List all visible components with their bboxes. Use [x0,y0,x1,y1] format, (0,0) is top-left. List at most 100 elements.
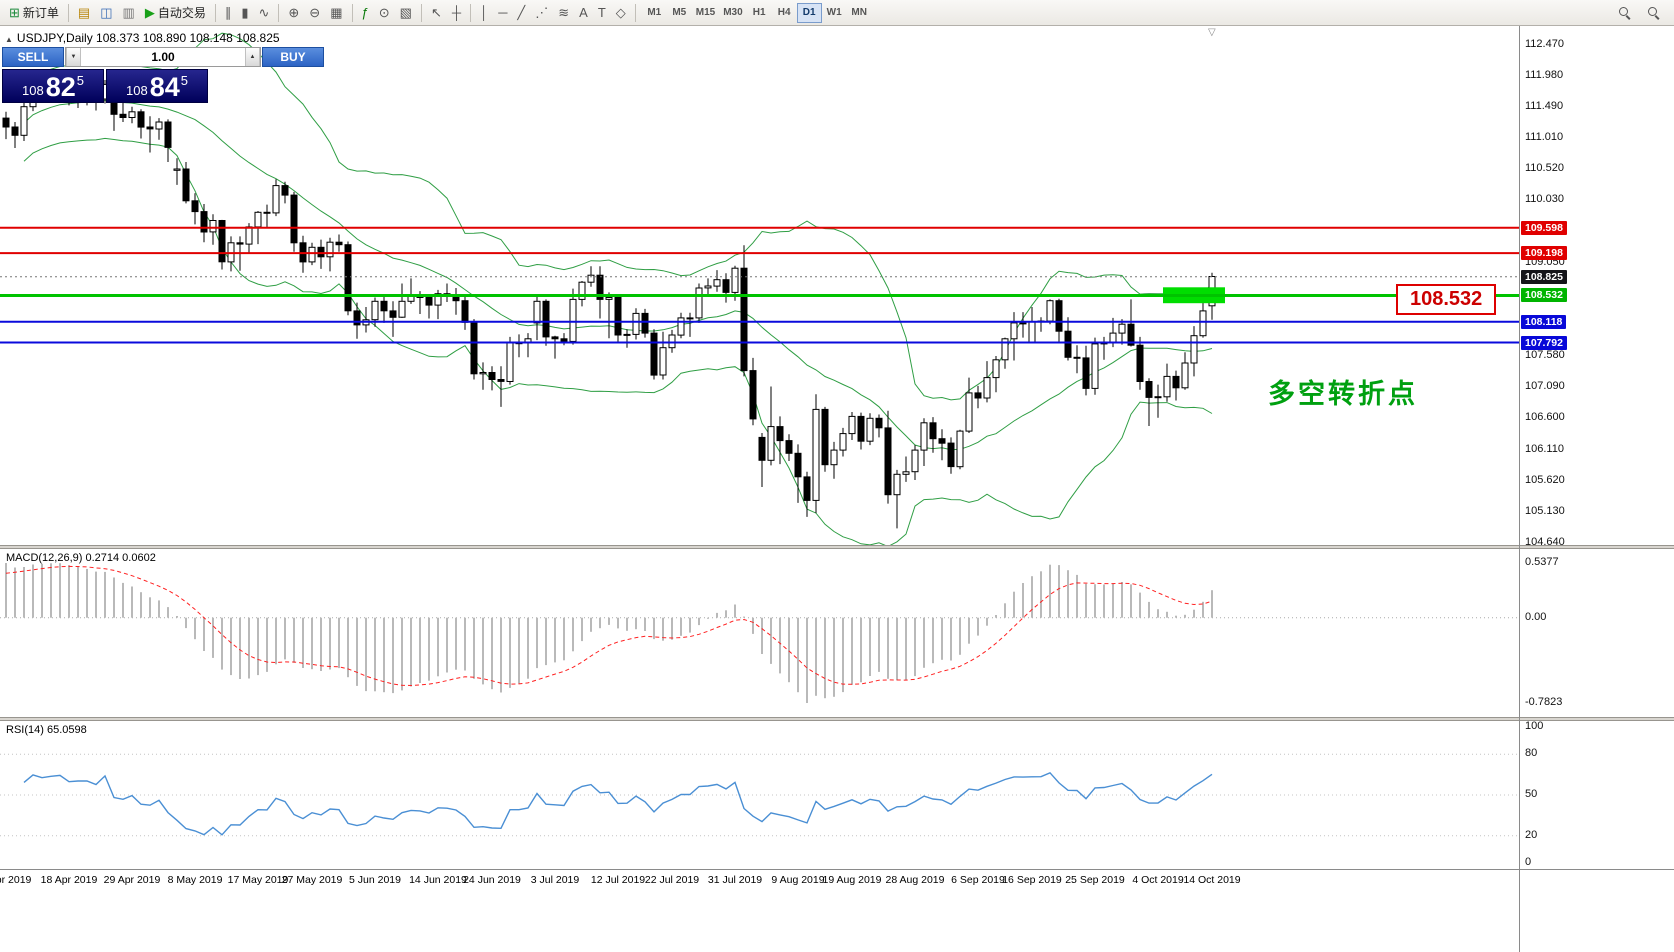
magnifier-button[interactable] [1641,2,1666,24]
timeframe-mn-button[interactable]: MN [847,3,872,23]
rsi-scale-tick: 0 [1525,856,1532,868]
candlestick-chart-button[interactable]: ▮ [236,2,253,24]
macd-label: MACD(12,26,9) 0.2714 0.0602 [6,552,156,564]
price-tick: 111.980 [1525,69,1564,81]
buy-button[interactable]: BUY [262,47,324,67]
price-level-tag: 108.825 [1521,270,1567,284]
shapes-button[interactable]: ◇ [611,2,631,24]
fibonacci-button[interactable]: ≋ [553,2,574,24]
time-label: 6 Sep 2019 [951,874,1005,886]
indicators-button[interactable]: ƒ [357,2,374,24]
buy-price-display[interactable]: 108 84 5 [106,69,208,103]
toolbar: ⊞ 新订单 ▤ ◫ ▥ ▶ 自动交易 ∥ ▮ ∿ ⊕ ⊖ ▦ ƒ ⊙ ▧ ↖ ┼ │ ─ ╱ ⋰ ≋ A T ◇ M1 M5 M15 M… [0,0,1674,26]
horizontal-line-icon: ─ [498,5,508,20]
time-label: 14 Jun 2019 [409,874,467,886]
line-chart-button[interactable]: ∿ [253,2,274,24]
navigator-button[interactable]: ▥ [118,2,140,24]
toolbar-separator [278,3,280,22]
cursor-button[interactable]: ↖ [426,2,447,24]
chart-title: ▲ USDJPY,Daily 108.373 108.890 108.148 10… [5,31,280,45]
volume-increase-button[interactable]: ▲ [245,48,260,66]
time-label: 31 Jul 2019 [707,874,763,886]
timeframe-w1-button[interactable]: W1 [822,3,847,23]
timeframe-m1-button[interactable]: M1 [642,3,667,23]
time-label: 8 May 2019 [167,874,223,886]
sell-price-sup: 5 [76,73,84,88]
shapes-icon: ◇ [615,5,626,20]
chart-shift-marker[interactable]: ▽ [1208,27,1216,38]
price-annotation-label[interactable]: 108.532 [1396,284,1497,315]
crosshair-button[interactable]: ┼ [447,2,466,24]
toolbar-buttons: ⊞ 新订单 ▤ ◫ ▥ ▶ 自动交易 ∥ ▮ ∿ ⊕ ⊖ ▦ ƒ ⊙ ▧ ↖ ┼ │ ─ ╱ ⋰ ≋ A T ◇ [4,2,640,24]
macd-panel[interactable]: MACD(12,26,9) 0.2714 0.0602 [0,549,1674,717]
time-label: 29 Apr 2019 [103,874,161,886]
vertical-line-icon: │ [480,5,489,20]
collapse-trade-panel-icon[interactable]: ▲ [5,35,13,44]
bid-ask-row: 108 82 5 108 84 5 [2,69,208,103]
auto-trading-button-label: 自动交易 [157,6,206,20]
market-watch-button[interactable]: ▤ [73,2,95,24]
time-label: 12 Jul 2019 [590,874,646,886]
tile-windows-button[interactable]: ▦ [325,2,347,24]
panel-divider[interactable] [0,717,1674,721]
time-axis[interactable]: 9 Apr 2019 18 Apr 2019 29 Apr 2019 8 May 20… [0,869,1674,893]
note-annotation[interactable]: 多空转折点 [1268,379,1418,409]
auto-trading-button[interactable]: ▶ 自动交易 [140,2,211,24]
rsi-scale-tick: 100 [1525,720,1544,732]
price-level-tag: 109.598 [1521,221,1567,235]
bar-chart-button[interactable]: ∥ [220,2,237,24]
main-chart-panel[interactable]: ▲ USDJPY,Daily 108.373 108.890 108.148 10… [0,26,1674,545]
clock-icon: ⊙ [378,5,390,20]
zoom-out-button[interactable]: ⊖ [304,2,325,24]
volume-control: ▼ ▲ [65,47,261,67]
timeframe-d1-button[interactable]: D1 [796,2,822,23]
time-label: 9 Apr 2019 [0,874,32,886]
trendline-icon: ╱ [517,5,526,20]
sell-button[interactable]: SELL [2,47,64,67]
horizontal-line-button[interactable]: ─ [493,2,512,24]
magnifier-icon [1646,5,1661,20]
price-tick: 110.520 [1525,162,1564,174]
zoom-in-icon: ⊕ [288,5,300,20]
data-window-button[interactable]: ◫ [95,2,117,24]
candlestick-chart[interactable] [0,26,1519,545]
toolbar-separator [214,3,216,22]
rsi-panel[interactable]: RSI(14) 65.0598 [0,721,1674,869]
vertical-line-button[interactable]: │ [475,2,493,24]
time-label: 9 Aug 2019 [771,874,825,886]
timeframe-m15-button[interactable]: M15 [692,3,719,23]
toolbar-separator [420,3,422,22]
panel-divider[interactable] [0,545,1674,549]
sell-price-display[interactable]: 108 82 5 [2,69,104,103]
period-button[interactable]: ⊙ [374,2,395,24]
label-button[interactable]: T [593,2,611,24]
new-order-button[interactable]: ⊞ 新订单 [4,2,64,24]
timeframe-m30-button[interactable]: M30 [719,3,746,23]
time-label: 14 Oct 2019 [1183,874,1241,886]
chart-settings-button[interactable]: ▧ [395,2,417,24]
trendline-button[interactable]: ╱ [512,2,530,24]
price-tick: 105.130 [1525,505,1565,517]
play-icon: ▶ [144,5,155,20]
timeframe-h1-button[interactable]: H1 [747,3,772,23]
channel-button[interactable]: ⋰ [530,2,553,24]
timeframe-group: M1 M5 M15 M30 H1 H4 D1 W1 MN [642,2,872,23]
price-tick: 104.640 [1525,536,1565,548]
time-label: 22 Jul 2019 [644,874,700,886]
timeframe-m5-button[interactable]: M5 [667,3,692,23]
text-button[interactable]: A [574,2,593,24]
volume-input[interactable] [81,48,245,66]
macd-scale-tick: 0.00 [1525,611,1547,623]
timeframe-h4-button[interactable]: H4 [772,3,797,23]
fibonacci-icon: ≋ [558,5,570,20]
toolbar-separator [634,3,636,22]
toolbar-separator [67,3,69,22]
chart-panels: ▲ USDJPY,Daily 108.373 108.890 108.148 10… [0,26,1674,893]
time-label: 27 May 2019 [281,874,343,886]
macd-scale-tick: 0.5377 [1525,556,1559,568]
indicators-icon: ƒ [361,5,369,20]
volume-decrease-button[interactable]: ▼ [66,48,81,66]
search-button[interactable] [1612,2,1637,24]
price-axis[interactable]: 112.470 111.980 111.490 111.010 110.520 110.0… [1519,26,1674,952]
zoom-in-button[interactable]: ⊕ [283,2,304,24]
